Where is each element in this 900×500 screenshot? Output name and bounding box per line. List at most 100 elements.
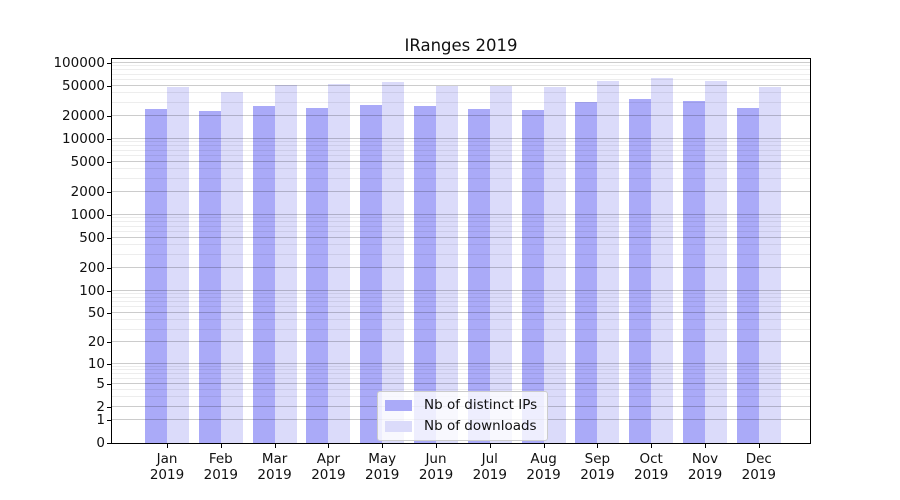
chart-title: IRanges 2019 — [404, 36, 518, 55]
bar-downloads-sep — [597, 80, 620, 443]
gridline — [112, 328, 810, 330]
x-tick-mark — [543, 444, 545, 448]
y-tick-label: 100000 — [53, 54, 105, 71]
gridline — [112, 92, 810, 93]
gridline — [112, 84, 810, 86]
bar-distinct-ips-mar — [252, 106, 275, 443]
bar-downloads-aug — [543, 87, 566, 443]
x-tick-label-nov: Nov 2019 — [687, 451, 723, 483]
gridline — [112, 141, 810, 143]
x-tick-mark — [274, 444, 276, 448]
legend-label-distinct-ips: Nb of distinct IPs — [424, 397, 538, 413]
x-tick-mark — [382, 444, 384, 448]
bar-distinct-ips-apr — [306, 107, 329, 443]
gridline — [112, 137, 810, 139]
x-tick-mark — [597, 444, 599, 448]
bar-distinct-ips-may — [360, 105, 383, 443]
y-tick-mark — [107, 237, 111, 239]
bar-downloads-may — [382, 81, 405, 443]
bar-downloads-nov — [705, 81, 727, 443]
gridline — [112, 221, 810, 223]
gridline — [112, 253, 810, 255]
x-tick-mark — [167, 444, 168, 448]
gridline — [112, 101, 810, 103]
y-tick-mark — [107, 420, 111, 422]
gridline — [112, 289, 810, 291]
y-tick-label: 10000 — [62, 130, 105, 147]
gridline — [112, 293, 810, 294]
gridline — [112, 319, 810, 321]
bar-downloads-jan — [167, 87, 189, 443]
y-tick-label: 50000 — [62, 77, 105, 94]
x-tick-mark — [705, 444, 706, 448]
y-tick-label: 0 — [96, 435, 105, 451]
y-tick-mark — [107, 342, 111, 344]
bar-distinct-ips-jun — [414, 106, 436, 443]
gridline — [112, 230, 810, 232]
y-tick-mark — [107, 214, 111, 216]
gridline — [112, 266, 810, 268]
legend-item-distinct-ips: Nb of distinct IPs — [385, 397, 537, 413]
plot-area: Nb of distinct IPs Nb of downloads — [111, 58, 811, 444]
bar-downloads-jun — [436, 86, 458, 443]
x-tick-label-jan: Jan 2019 — [149, 451, 185, 483]
legend-swatch-distinct-ips — [385, 399, 412, 411]
gridline — [112, 168, 810, 170]
x-tick-mark — [220, 444, 222, 448]
bar-distinct-ips-oct — [629, 99, 652, 443]
gridline — [112, 61, 810, 63]
y-tick-mark — [107, 443, 111, 444]
y-tick-mark — [107, 161, 111, 163]
y-tick-label: 20 — [87, 334, 105, 351]
y-tick-mark — [107, 85, 111, 87]
y-tick-label: 1 — [96, 412, 105, 429]
gridline — [112, 145, 810, 147]
y-tick-mark — [107, 313, 111, 315]
legend-item-downloads: Nb of downloads — [385, 418, 537, 434]
x-tick-label-dec: Dec 2019 — [741, 451, 776, 483]
bar-distinct-ips-sep — [575, 102, 598, 443]
gridline — [112, 114, 810, 116]
bar-downloads-jul — [489, 86, 512, 443]
x-tick-label-oct: Oct 2019 — [634, 451, 669, 483]
y-tick-mark — [107, 383, 111, 385]
bar-distinct-ips-feb — [198, 110, 221, 443]
y-tick-mark — [107, 406, 111, 408]
legend-label-downloads: Nb of downloads — [424, 418, 537, 434]
gridline — [112, 78, 810, 80]
bar-distinct-ips-jan — [145, 108, 167, 443]
y-tick-mark — [107, 267, 111, 269]
bar-distinct-ips-dec — [736, 107, 759, 443]
y-tick-label: 100 — [79, 282, 105, 299]
bar-distinct-ips-nov — [683, 101, 705, 443]
x-tick-mark — [436, 444, 437, 448]
y-tick-mark — [107, 115, 111, 117]
y-tick-mark — [107, 290, 111, 292]
x-tick-label-aug: Aug 2019 — [526, 451, 561, 483]
y-tick-mark — [107, 138, 111, 140]
gridline — [112, 312, 810, 314]
x-tick-mark — [758, 444, 760, 448]
gridline — [112, 301, 810, 303]
gridline — [112, 213, 810, 215]
y-tick-mark — [107, 363, 111, 365]
bar-downloads-apr — [328, 84, 351, 443]
gridline — [112, 306, 810, 308]
gridline — [112, 244, 810, 245]
gridline — [112, 160, 810, 162]
gridline — [112, 217, 810, 219]
gridline — [112, 365, 810, 367]
legend-swatch-downloads — [385, 420, 412, 432]
gridline — [112, 190, 810, 192]
gridline — [112, 377, 810, 379]
bar-downloads-oct — [651, 77, 674, 443]
y-tick-label: 20000 — [62, 107, 105, 124]
y-tick-label: 2000 — [70, 183, 105, 200]
gridline — [112, 362, 810, 364]
gridline — [112, 373, 810, 375]
gridline — [112, 236, 810, 238]
y-tick-label: 1000 — [70, 206, 105, 223]
x-tick-label-mar: Mar 2019 — [257, 451, 292, 483]
bar-downloads-mar — [274, 85, 297, 443]
